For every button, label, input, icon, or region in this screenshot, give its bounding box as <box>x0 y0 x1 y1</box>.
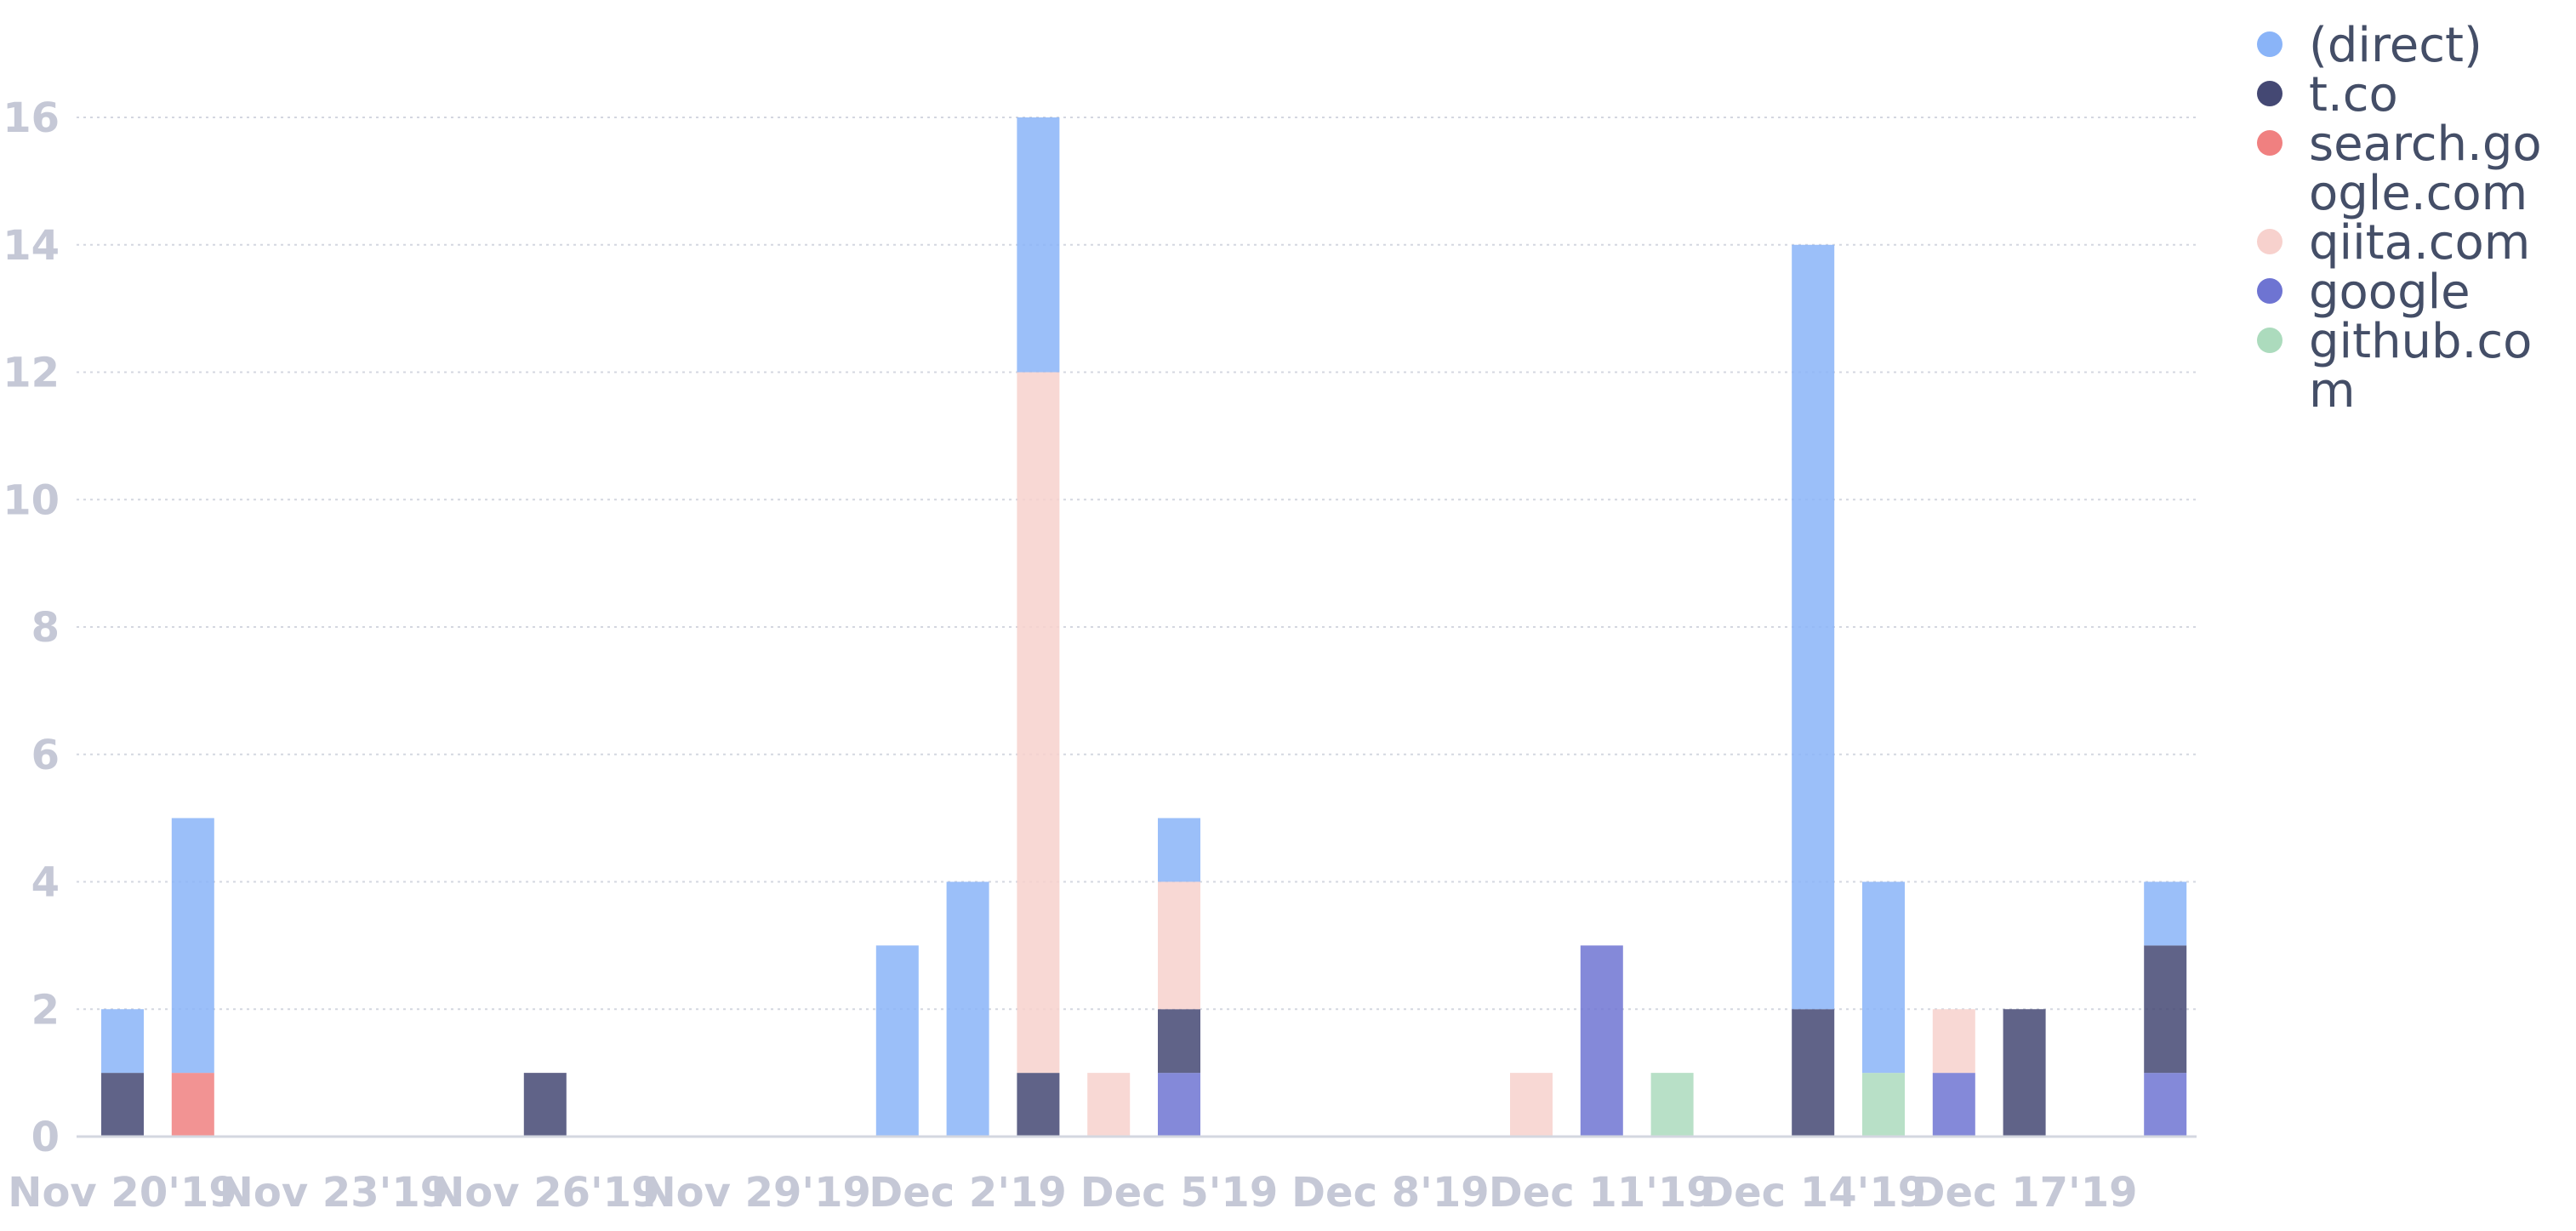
bar-segment[interactable] <box>1158 1009 1200 1074</box>
y-tick-label: 4 <box>31 859 60 907</box>
x-tick-label: Dec 14'19 <box>1700 1169 1926 1217</box>
y-tick-label: 0 <box>31 1114 60 1161</box>
bar-segment[interactable] <box>523 1073 567 1137</box>
bar-segment[interactable] <box>2144 1073 2187 1137</box>
x-tick-label: Nov 29'19 <box>641 1169 870 1217</box>
x-tick-label: Dec 2'19 <box>869 1169 1066 1217</box>
bar-segment[interactable] <box>1932 1073 1975 1137</box>
bar-segment[interactable] <box>1862 1073 1905 1137</box>
bar-segment[interactable] <box>1158 881 1200 1010</box>
legend-marker <box>2257 278 2282 304</box>
legend-label[interactable]: qiita.com <box>2309 215 2530 271</box>
y-tick-label: 12 <box>3 350 60 397</box>
x-tick-label: Dec 5'19 <box>1080 1169 1278 1217</box>
bar-segment[interactable] <box>875 945 919 1137</box>
bar-segment[interactable] <box>2144 881 2187 946</box>
legend-label[interactable]: m <box>2309 363 2356 419</box>
x-tick-label: Dec 8'19 <box>1291 1169 1489 1217</box>
y-tick-label: 2 <box>31 986 60 1034</box>
bar-segment[interactable] <box>1792 1009 1835 1137</box>
legend-label[interactable]: ogle.com <box>2309 166 2528 221</box>
bar-segment[interactable] <box>171 1073 214 1137</box>
bar-segment[interactable] <box>946 881 989 1137</box>
bar-segment[interactable] <box>1510 1073 1553 1137</box>
grid-lines <box>77 117 2197 1011</box>
x-tick-label: Dec 17'19 <box>1912 1169 2138 1217</box>
bar-segment[interactable] <box>1017 1073 1060 1137</box>
legend-marker <box>2257 229 2282 254</box>
bar-segment[interactable] <box>171 818 214 1074</box>
bar-segment[interactable] <box>1158 818 1200 882</box>
bar-segment[interactable] <box>1650 1073 1694 1137</box>
bars <box>101 117 2187 1137</box>
bar-segment[interactable] <box>2003 1009 2046 1137</box>
bar-segment[interactable] <box>2144 945 2187 1074</box>
legend-label[interactable]: github.co <box>2309 314 2532 369</box>
y-tick-label: 16 <box>3 94 60 142</box>
bar-segment[interactable] <box>1862 881 1905 1074</box>
bar-segment[interactable] <box>1580 945 1623 1137</box>
bar-segment[interactable] <box>101 1073 144 1137</box>
bar-segment[interactable] <box>101 1009 144 1074</box>
legend-marker <box>2257 81 2282 106</box>
x-tick-label: Dec 11'19 <box>1489 1169 1715 1217</box>
bar-segment[interactable] <box>1792 244 1835 1010</box>
legend-label[interactable]: t.co <box>2309 67 2398 123</box>
y-tick-label: 14 <box>3 222 60 270</box>
x-tick-label: Nov 23'19 <box>219 1169 448 1217</box>
legend-marker <box>2257 328 2282 353</box>
bar-segment[interactable] <box>1158 1073 1200 1137</box>
legend: (direct)t.cosearch.google.comqiita.comgo… <box>2257 18 2542 419</box>
bar-segment[interactable] <box>1087 1073 1131 1137</box>
legend-marker <box>2257 31 2282 57</box>
y-tick-label: 8 <box>31 604 60 652</box>
legend-label[interactable]: google <box>2309 265 2471 320</box>
legend-marker <box>2257 130 2282 156</box>
legend-label[interactable]: (direct) <box>2309 18 2482 73</box>
bar-segment[interactable] <box>1017 372 1060 1074</box>
x-tick-label: Nov 26'19 <box>430 1169 659 1217</box>
legend-label[interactable]: search.go <box>2309 117 2542 172</box>
x-tick-label: Nov 20'19 <box>8 1169 237 1217</box>
y-tick-label: 6 <box>31 732 60 779</box>
bar-segment[interactable] <box>1017 117 1060 373</box>
y-tick-label: 10 <box>3 476 60 524</box>
bar-segment[interactable] <box>1932 1009 1975 1074</box>
